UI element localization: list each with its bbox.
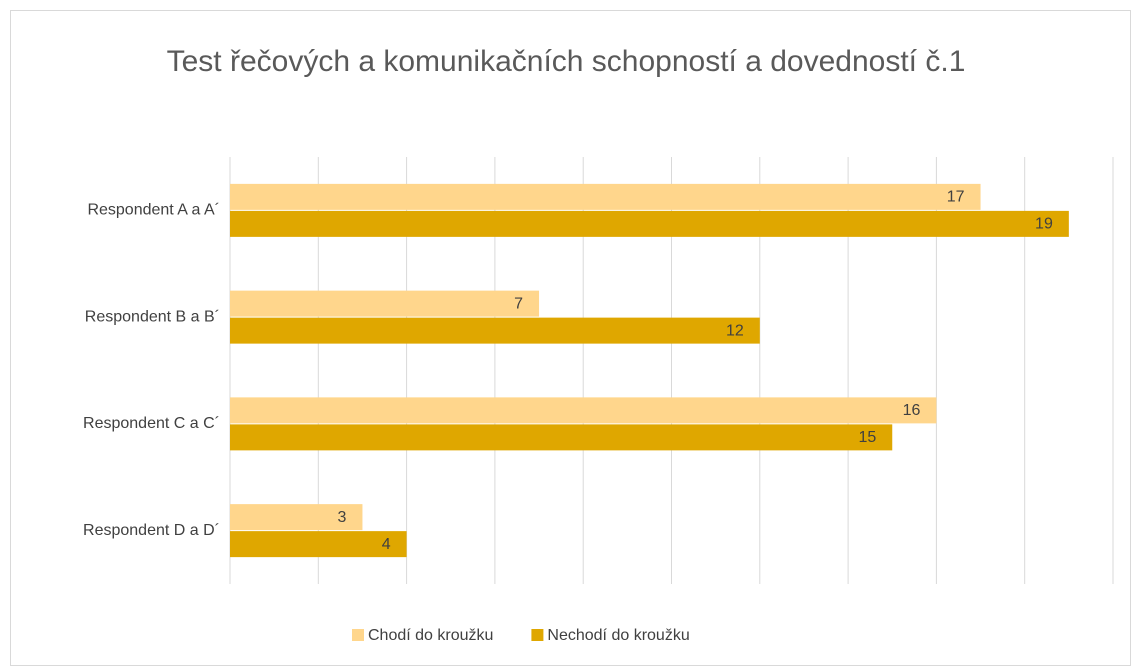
bar — [230, 183, 981, 210]
data-label: 16 — [903, 402, 921, 419]
bar — [230, 504, 363, 531]
chart-border — [10, 10, 1131, 666]
legend-swatch — [352, 629, 364, 641]
bar — [230, 210, 1069, 237]
chart-title: Test řečových a komunikačních schopností… — [166, 45, 966, 78]
y-tick-label: Respondent C a C´ — [83, 415, 220, 432]
data-label: 4 — [382, 536, 391, 553]
bar — [230, 290, 540, 317]
y-tick-label: Respondent B a B´ — [85, 308, 220, 325]
bar — [230, 424, 893, 451]
data-label: 19 — [1035, 216, 1053, 233]
legend-label: Chodí do kroužku — [368, 627, 493, 644]
bar — [230, 317, 760, 344]
legend-label: Nechodí do kroužku — [547, 627, 689, 644]
data-label: 15 — [858, 429, 876, 446]
data-label: 7 — [514, 295, 523, 312]
bar — [230, 531, 407, 558]
data-label: 12 — [726, 322, 744, 339]
y-tick-label: Respondent A a A´ — [87, 202, 220, 219]
data-label: 17 — [947, 189, 965, 206]
y-tick-label: Respondent D a D´ — [83, 522, 220, 539]
data-label: 3 — [338, 509, 347, 526]
legend-swatch — [531, 629, 544, 641]
bar — [230, 397, 937, 424]
